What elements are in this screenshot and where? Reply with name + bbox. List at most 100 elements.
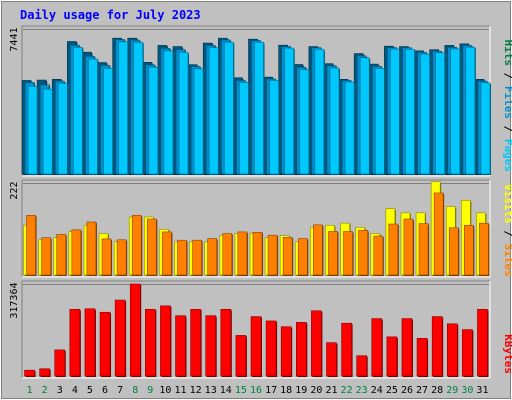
x-tick-label-day-14: 14	[220, 385, 232, 396]
x-tick-label-day-17: 17	[265, 385, 277, 396]
bar-pages-day-20	[314, 48, 325, 175]
legend-kbytes: KBytes	[502, 334, 512, 374]
bar-pages-day-29	[450, 48, 461, 176]
x-tick-label-day-12: 12	[190, 385, 202, 396]
bar-pages-day-6	[103, 68, 114, 175]
series-pages	[27, 41, 491, 176]
bar-kbytes-day-25	[386, 336, 398, 377]
bar-sites-day-25	[388, 223, 399, 276]
x-tick-label-day-29: 29	[446, 385, 458, 396]
bar-sites-day-12	[192, 239, 203, 276]
x-tick-label-day-25: 25	[386, 385, 398, 396]
bar-kbytes-day-19	[295, 322, 308, 377]
legend-text: Visits / Sites	[502, 184, 512, 277]
x-tick-label-day-13: 13	[205, 385, 217, 396]
panel-visits-sites: 222 Visits / Sites	[9, 179, 512, 278]
bar-pages-day-1	[27, 86, 39, 175]
bar-kbytes-day-14	[220, 309, 232, 377]
bar-pages-day-12	[193, 68, 205, 175]
legend-text: KBytes	[502, 334, 512, 374]
x-tick-label-day-1: 1	[27, 385, 33, 396]
legend-visits-sites: Visits / Sites	[502, 184, 512, 277]
bar-kbytes-day-10	[160, 305, 172, 377]
legend-hits-files-pages: Hits / Files / Pages	[502, 40, 512, 173]
x-tick-label-day-20: 20	[310, 385, 322, 396]
panel-hits-files-pages: 7441 Hits / Files / Pages	[9, 25, 512, 177]
bar-kbytes-day-18	[280, 326, 293, 377]
bar-sites-day-2	[41, 237, 52, 276]
bar-sites-day-11	[177, 239, 188, 276]
bar-sites-day-4	[71, 229, 82, 276]
legend-pages: Pages	[502, 139, 512, 172]
chart-title: Daily usage for July 2023	[20, 8, 201, 22]
bar-kbytes-day-7	[114, 299, 127, 377]
bar-sites-day-29	[448, 227, 460, 276]
bar-pages-day-7	[118, 41, 129, 175]
bar-kbytes-day-31	[477, 309, 489, 377]
legend-separator: /	[502, 119, 512, 139]
legend-visits: Visits	[502, 184, 512, 224]
x-tick-label-day-30: 30	[461, 385, 473, 396]
bar-sites-day-24	[373, 235, 384, 276]
bar-sites-day-17	[267, 234, 279, 276]
bar-kbytes-day-3	[54, 349, 66, 377]
bar-kbytes-day-20	[311, 310, 323, 377]
bar-sites-day-3	[56, 234, 67, 276]
bar-sites-day-6	[101, 238, 113, 276]
bar-kbytes-day-2	[39, 368, 51, 377]
x-tick-label-day-16: 16	[250, 385, 262, 396]
x-tick-label-day-15: 15	[235, 385, 247, 396]
bar-sites-day-22	[343, 231, 354, 276]
bar-kbytes-day-4	[69, 309, 81, 377]
bar-sites-day-7	[116, 239, 128, 276]
bar-pages-day-13	[208, 47, 220, 175]
bar-pages-day-14	[224, 41, 235, 176]
x-tick-label-day-2: 2	[42, 385, 48, 396]
x-axis: 1 2 3 4 5 6 7 8 9 10 11 12 13 14 15 16 17 18 19 20 21 22 23 24 2…	[27, 385, 489, 396]
legend-hits: Hits	[502, 40, 512, 67]
bar-sites-day-1	[26, 215, 37, 276]
bar-kbytes-day-16	[250, 316, 262, 377]
legend-sites: Sites	[502, 244, 512, 277]
bar-sites-day-19	[297, 238, 309, 276]
legend-files: Files	[502, 86, 512, 119]
legend-separator: /	[502, 66, 512, 86]
bar-sites-day-31	[479, 222, 490, 276]
bar-kbytes-day-6	[99, 311, 112, 377]
max-label: 222	[9, 182, 20, 200]
x-tick-label-day-28: 28	[431, 385, 443, 396]
x-tick-label-day-23: 23	[356, 385, 368, 396]
x-tick-label-day-9: 9	[147, 385, 153, 396]
x-tick-label-day-3: 3	[57, 385, 63, 396]
bar-kbytes-day-27	[416, 338, 429, 377]
bar-sites-day-18	[282, 236, 294, 276]
bar-kbytes-day-8	[129, 283, 142, 377]
bar-pages-day-3	[57, 83, 69, 175]
bar-kbytes-day-26	[401, 318, 413, 377]
bar-pages-day-18	[284, 47, 295, 176]
x-tick-label-day-7: 7	[117, 385, 123, 396]
bar-pages-day-24	[374, 68, 386, 175]
bar-kbytes-day-15	[235, 335, 247, 377]
x-tick-label-day-11: 11	[174, 385, 186, 396]
bar-sites-day-15	[237, 231, 248, 276]
x-tick-label-day-19: 19	[295, 385, 307, 396]
x-tick-label-day-21: 21	[325, 385, 337, 396]
bar-kbytes-day-28	[431, 316, 444, 377]
bar-pages-day-22	[344, 81, 356, 175]
bar-pages-day-4	[73, 47, 84, 176]
max-label: 7441	[9, 28, 20, 52]
bar-pages-day-28	[435, 52, 446, 175]
bar-sites-day-5	[86, 221, 97, 276]
series-kbytes	[24, 283, 489, 377]
x-tick-label-day-6: 6	[102, 385, 108, 396]
x-tick-label-day-22: 22	[341, 385, 353, 396]
legend-separator: /	[502, 224, 512, 244]
bar-pages-day-26	[405, 48, 416, 175]
legend-kbytes: KBytes	[502, 334, 512, 374]
bar-sites-day-27	[418, 223, 430, 276]
bar-sites-day-26	[403, 218, 414, 276]
bar-pages-day-17	[269, 80, 280, 175]
